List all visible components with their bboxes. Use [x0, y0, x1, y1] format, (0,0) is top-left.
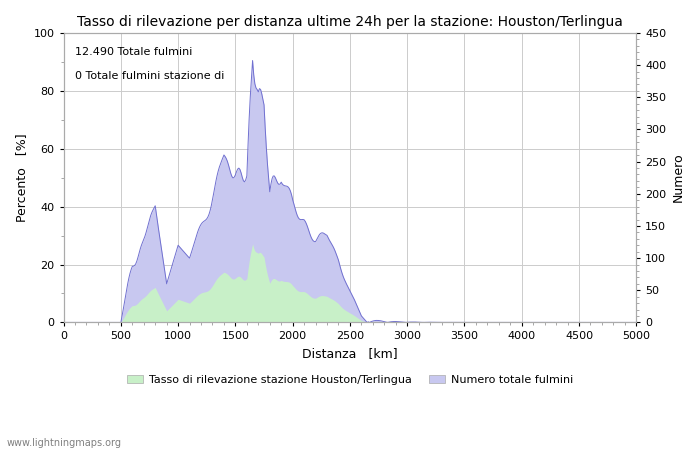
Legend: Tasso di rilevazione stazione Houston/Terlingua, Numero totale fulmini: Tasso di rilevazione stazione Houston/Te… — [122, 370, 577, 389]
Y-axis label: Percento   [%]: Percento [%] — [15, 133, 28, 222]
Title: Tasso di rilevazione per distanza ultime 24h per la stazione: Houston/Terlingua: Tasso di rilevazione per distanza ultime… — [77, 15, 623, 29]
Text: www.lightningmaps.org: www.lightningmaps.org — [7, 438, 122, 448]
Text: 0 Totale fulmini stazione di: 0 Totale fulmini stazione di — [75, 71, 225, 81]
Text: 12.490 Totale fulmini: 12.490 Totale fulmini — [75, 47, 192, 58]
X-axis label: Distanza   [km]: Distanza [km] — [302, 347, 398, 360]
Y-axis label: Numero: Numero — [672, 153, 685, 202]
